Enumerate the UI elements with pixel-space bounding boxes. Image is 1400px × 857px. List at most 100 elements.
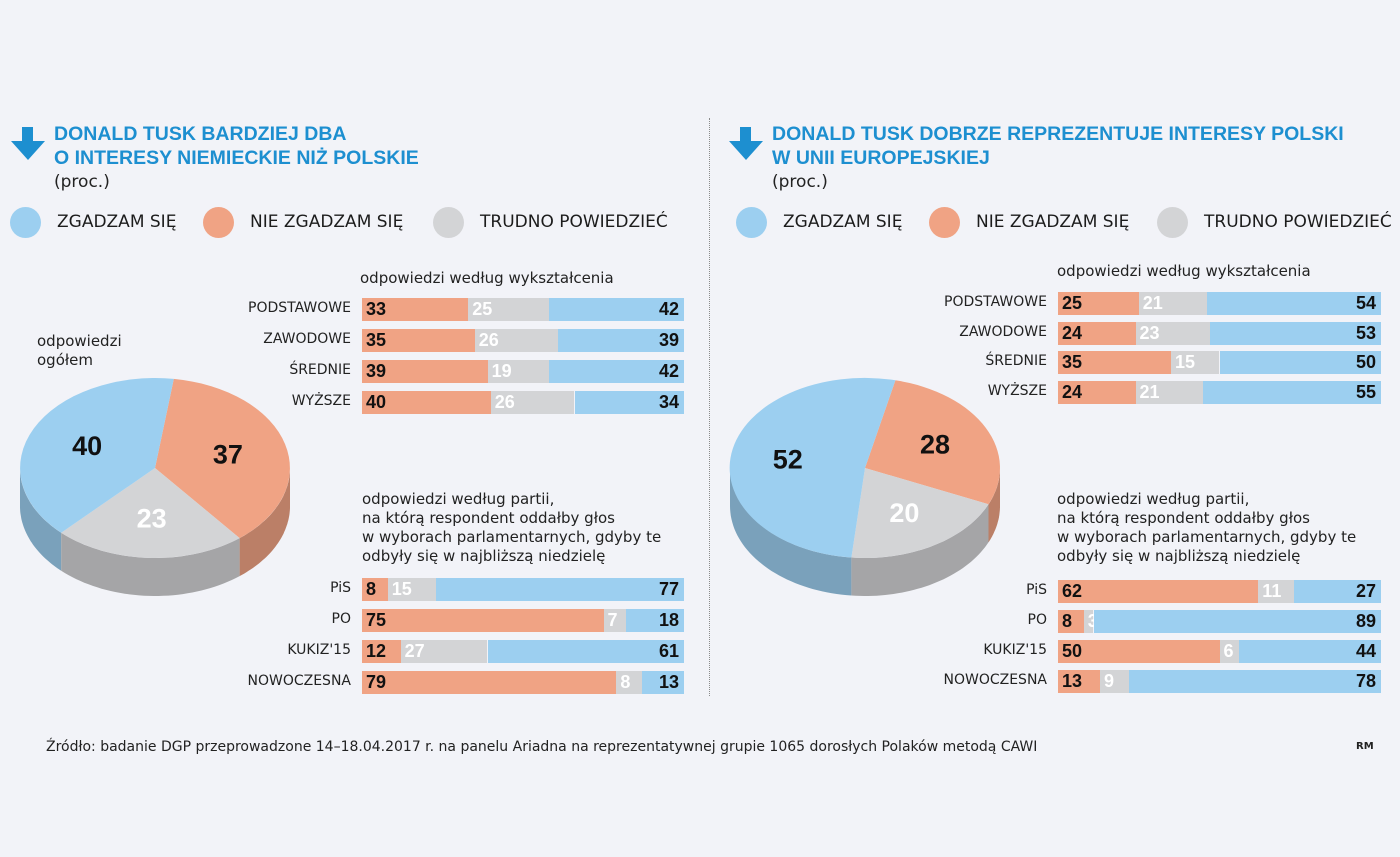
category-label: PiS — [1026, 582, 1047, 598]
bar-segment-hard: 11 — [1258, 580, 1294, 603]
pie-caption-line-1: odpowiedzi — [37, 332, 122, 350]
party-label-line-4: odbyły się w najbliższą niedzielę — [1057, 547, 1301, 565]
bar-segment-hard: 6 — [1219, 640, 1239, 663]
bar-value: 40 — [366, 392, 387, 412]
bar-segment-agree: 50 — [1219, 351, 1381, 374]
bar-segment-hard: 7 — [603, 609, 626, 632]
bar-segment-hard: 21 — [1135, 380, 1204, 404]
bar-value: 33 — [366, 299, 387, 319]
legend-agree-label: ZGADZAM SIĘ — [783, 212, 903, 232]
bar-segment-hard: 23 — [1135, 321, 1210, 345]
pie-chart: 37 23 40 — [10, 370, 300, 620]
bar-value: 50 — [1355, 352, 1376, 372]
bar-value: 42 — [658, 361, 679, 381]
bar-row: PODSTAWOWE 33 25 42 — [248, 298, 684, 321]
pie-side-agree — [20, 468, 62, 571]
bar-segment-agree: 53 — [1209, 321, 1381, 345]
legend-agree: ZGADZAM SIĘ — [736, 204, 902, 240]
bar-value: 12 — [366, 641, 387, 661]
bar-segment-disagree: 12 — [362, 640, 401, 663]
bar-value: 25 — [472, 299, 493, 319]
bar-segment-hard: 3 — [1083, 610, 1098, 633]
pie-chart: 28 20 52 — [720, 370, 1010, 620]
bar-row: NOWOCZESNA 79 8 13 — [247, 671, 684, 694]
bar-segment-disagree: 8 — [362, 578, 388, 601]
bar-segment-disagree: 24 — [1058, 380, 1136, 404]
bar-value: 11 — [1262, 581, 1282, 601]
legend-agree-swatch — [736, 206, 767, 238]
party-label: odpowiedzi według partii, na którą respo… — [362, 490, 661, 566]
bar-value: 26 — [478, 330, 499, 350]
pie-value-disagree: 37 — [213, 440, 243, 470]
bar-row: PO 75 7 18 — [332, 609, 684, 632]
category-label: PO — [331, 611, 351, 627]
bar-segment-disagree: 35 — [362, 329, 475, 352]
category-label: WYŻSZE — [987, 382, 1047, 399]
bar-value: 24 — [1062, 381, 1083, 402]
bar-segment-hard: 27 — [400, 640, 488, 663]
bar-segment-disagree: 35 — [1058, 351, 1171, 374]
bar-segment-hard: 19 — [487, 360, 549, 383]
pie-side-hard — [61, 532, 240, 596]
bar-segment-agree: 89 — [1093, 610, 1381, 633]
category-label: ZAWODOWE — [959, 323, 1047, 340]
author-credit: RM — [1356, 741, 1374, 752]
bar-value: 35 — [1062, 352, 1083, 372]
category-label: KUKIZ'15 — [287, 642, 351, 658]
category-label: NOWOCZESNA — [943, 672, 1047, 688]
chart-title: DONALD TUSK DOBRZE REPREZENTUJE INTERESY… — [772, 122, 1400, 170]
pie-value-agree: 52 — [773, 445, 803, 475]
bar-row: NOWOCZESNA 13 9 78 — [943, 670, 1381, 693]
bar-value: 8 — [1062, 611, 1073, 631]
category-label: PiS — [330, 580, 351, 596]
bar-value: 55 — [1355, 381, 1376, 402]
legend-disagree: NIE ZGADZAM SIĘ — [929, 204, 1129, 240]
legend-hard-label: TRUDNO POWIEDZIEĆ — [480, 212, 668, 232]
party-label-line-1: odpowiedzi według partii, — [1057, 490, 1250, 508]
left-panel: DONALD TUSK BARDZIEJ DBA O INTERESY NIEM… — [10, 123, 684, 694]
bar-value: 89 — [1355, 611, 1376, 631]
legend-disagree-label: NIE ZGADZAM SIĘ — [976, 212, 1130, 232]
unit-label: (proc.) — [772, 172, 828, 192]
bar-value: 21 — [1139, 381, 1160, 402]
unit-label: (proc.) — [54, 172, 110, 192]
party-label-line-2: na którą respondent oddałby głos — [1057, 509, 1310, 527]
bar-value: 21 — [1142, 293, 1163, 313]
bar-segment-agree: 18 — [626, 609, 684, 632]
legend-hard: TRUDNO POWIEDZIEĆ — [433, 204, 668, 240]
party-label-line-2: na którą respondent oddałby głos — [362, 509, 615, 527]
bar-segment-hard: 9 — [1100, 670, 1130, 693]
bar-segment-agree: 42 — [548, 298, 684, 321]
bar-value: 78 — [1355, 671, 1376, 691]
bar-segment-disagree: 50 — [1058, 640, 1220, 663]
bar-value: 61 — [658, 641, 679, 661]
pie-slice-disagree — [865, 380, 1000, 505]
bar-row: PODSTAWOWE 25 21 54 — [944, 292, 1381, 315]
category-label: PODSTAWOWE — [248, 300, 351, 316]
bar-value: 77 — [658, 579, 679, 599]
bar-value: 8 — [366, 579, 377, 599]
bar-value: 79 — [366, 672, 387, 692]
bar-segment-disagree: 39 — [362, 360, 488, 383]
bar-value: 42 — [658, 299, 679, 319]
bar-value: 9 — [1104, 671, 1115, 691]
bar-segment-hard: 26 — [490, 391, 575, 414]
bar-value: 13 — [658, 672, 679, 692]
bar-segment-agree: 77 — [436, 578, 684, 601]
bar-value: 6 — [1223, 641, 1234, 661]
legend-disagree-swatch — [929, 206, 960, 238]
bar-value: 24 — [1062, 322, 1083, 343]
pie-value-hard: 20 — [889, 498, 919, 528]
bar-segment-hard: 8 — [616, 671, 643, 694]
bar-segment-agree: 54 — [1206, 292, 1381, 315]
pie-side-hard — [851, 504, 989, 596]
pie-slice-agree — [20, 378, 174, 533]
bar-value: 53 — [1355, 322, 1376, 343]
party-label-line-3: w wyborach parlamentarnych, gdyby te — [1057, 528, 1357, 546]
pie-value-hard: 23 — [137, 503, 167, 533]
pie-value-disagree: 28 — [920, 430, 950, 460]
bar-segment-agree: 13 — [642, 671, 684, 694]
legend-disagree-swatch — [203, 206, 234, 238]
bar-row: ZAWODOWE 24 23 53 — [959, 321, 1381, 345]
pie-svg: 28 20 52 — [729, 377, 1000, 596]
